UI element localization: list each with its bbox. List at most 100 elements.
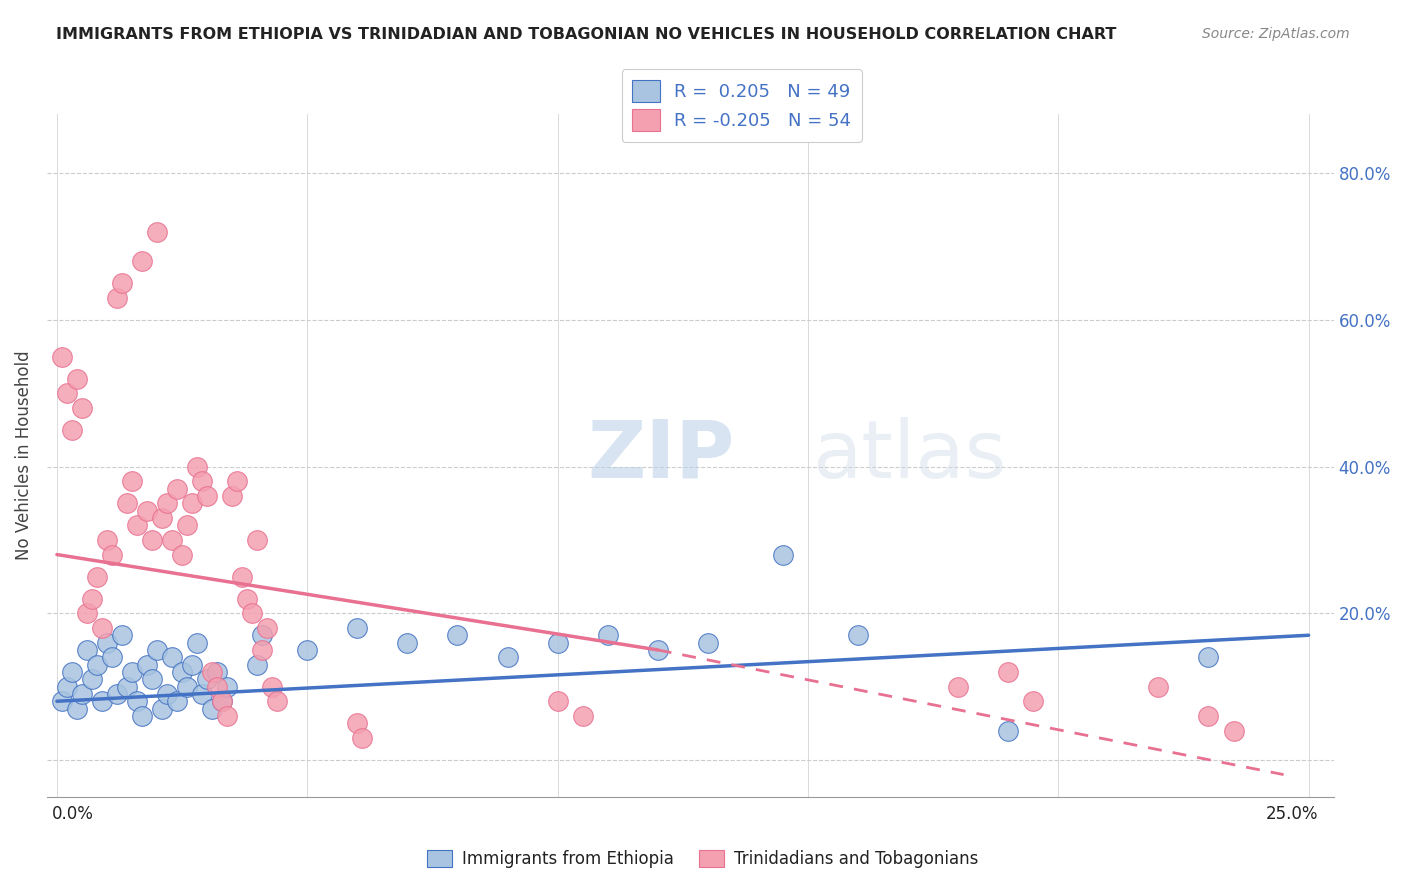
Point bbox=[70, 687, 93, 701]
Point bbox=[80, 591, 103, 606]
Point bbox=[1198, 650, 1220, 665]
Point bbox=[156, 496, 179, 510]
Point bbox=[156, 687, 179, 701]
Point bbox=[396, 635, 419, 649]
Point bbox=[150, 701, 173, 715]
Point bbox=[115, 496, 138, 510]
Point bbox=[170, 665, 193, 679]
Point bbox=[262, 680, 284, 694]
Text: IMMIGRANTS FROM ETHIOPIA VS TRINIDADIAN AND TOBAGONIAN NO VEHICLES IN HOUSEHOLD : IMMIGRANTS FROM ETHIOPIA VS TRINIDADIAN … bbox=[56, 27, 1116, 42]
Point bbox=[105, 291, 128, 305]
Point bbox=[496, 650, 519, 665]
Point bbox=[170, 548, 193, 562]
Point bbox=[236, 591, 259, 606]
Point bbox=[136, 657, 159, 672]
Text: Source: ZipAtlas.com: Source: ZipAtlas.com bbox=[1202, 27, 1350, 41]
Point bbox=[1222, 723, 1244, 738]
Point bbox=[51, 350, 73, 364]
Point bbox=[51, 694, 73, 708]
Point bbox=[246, 533, 269, 547]
Point bbox=[231, 569, 253, 583]
Legend: R =  0.205   N = 49, R = -0.205   N = 54: R = 0.205 N = 49, R = -0.205 N = 54 bbox=[621, 69, 862, 142]
Point bbox=[1147, 680, 1170, 694]
Point bbox=[111, 628, 134, 642]
Point bbox=[246, 657, 269, 672]
Point bbox=[121, 474, 143, 488]
Point bbox=[56, 680, 79, 694]
Point bbox=[1022, 694, 1045, 708]
Point bbox=[772, 548, 794, 562]
Point bbox=[86, 569, 108, 583]
Point bbox=[191, 474, 214, 488]
Point bbox=[191, 687, 214, 701]
Point bbox=[105, 687, 128, 701]
Point bbox=[56, 386, 79, 401]
Point bbox=[205, 665, 228, 679]
Point bbox=[221, 489, 243, 503]
Text: 0.0%: 0.0% bbox=[52, 805, 94, 823]
Point bbox=[91, 621, 114, 635]
Point bbox=[250, 628, 273, 642]
Point bbox=[997, 723, 1019, 738]
Point bbox=[160, 650, 183, 665]
Point bbox=[141, 533, 163, 547]
Point bbox=[547, 635, 569, 649]
Point bbox=[696, 635, 718, 649]
Point bbox=[60, 665, 83, 679]
Point bbox=[297, 643, 319, 657]
Point bbox=[346, 621, 368, 635]
Point bbox=[146, 225, 169, 239]
Point bbox=[181, 496, 204, 510]
Point bbox=[997, 665, 1019, 679]
Point bbox=[596, 628, 619, 642]
Point bbox=[195, 489, 218, 503]
Point bbox=[70, 401, 93, 415]
Point bbox=[86, 657, 108, 672]
Point bbox=[166, 694, 188, 708]
Point bbox=[125, 518, 148, 533]
Point bbox=[211, 694, 233, 708]
Point bbox=[150, 511, 173, 525]
Point bbox=[131, 709, 153, 723]
Point bbox=[181, 657, 204, 672]
Point bbox=[217, 709, 239, 723]
Point bbox=[176, 518, 198, 533]
Point bbox=[205, 680, 228, 694]
Point bbox=[141, 672, 163, 686]
Text: ZIP: ZIP bbox=[588, 417, 734, 494]
Point bbox=[352, 731, 374, 745]
Point bbox=[250, 643, 273, 657]
Point bbox=[266, 694, 288, 708]
Point bbox=[256, 621, 278, 635]
Point bbox=[76, 606, 98, 620]
Point bbox=[80, 672, 103, 686]
Point bbox=[201, 701, 224, 715]
Point bbox=[186, 459, 208, 474]
Point bbox=[240, 606, 263, 620]
Point bbox=[946, 680, 969, 694]
Point bbox=[96, 533, 118, 547]
Point bbox=[195, 672, 218, 686]
Point bbox=[346, 716, 368, 731]
Point bbox=[66, 701, 89, 715]
Point bbox=[571, 709, 593, 723]
Point bbox=[111, 276, 134, 290]
Point bbox=[136, 503, 159, 517]
Point bbox=[115, 680, 138, 694]
Point bbox=[160, 533, 183, 547]
Point bbox=[201, 665, 224, 679]
Point bbox=[146, 643, 169, 657]
Point bbox=[846, 628, 869, 642]
Point bbox=[166, 482, 188, 496]
Point bbox=[121, 665, 143, 679]
Point bbox=[60, 423, 83, 437]
Point bbox=[101, 650, 124, 665]
Point bbox=[186, 635, 208, 649]
Point bbox=[647, 643, 669, 657]
Point bbox=[547, 694, 569, 708]
Point bbox=[1198, 709, 1220, 723]
Point bbox=[125, 694, 148, 708]
Point bbox=[211, 694, 233, 708]
Point bbox=[76, 643, 98, 657]
Point bbox=[131, 254, 153, 268]
